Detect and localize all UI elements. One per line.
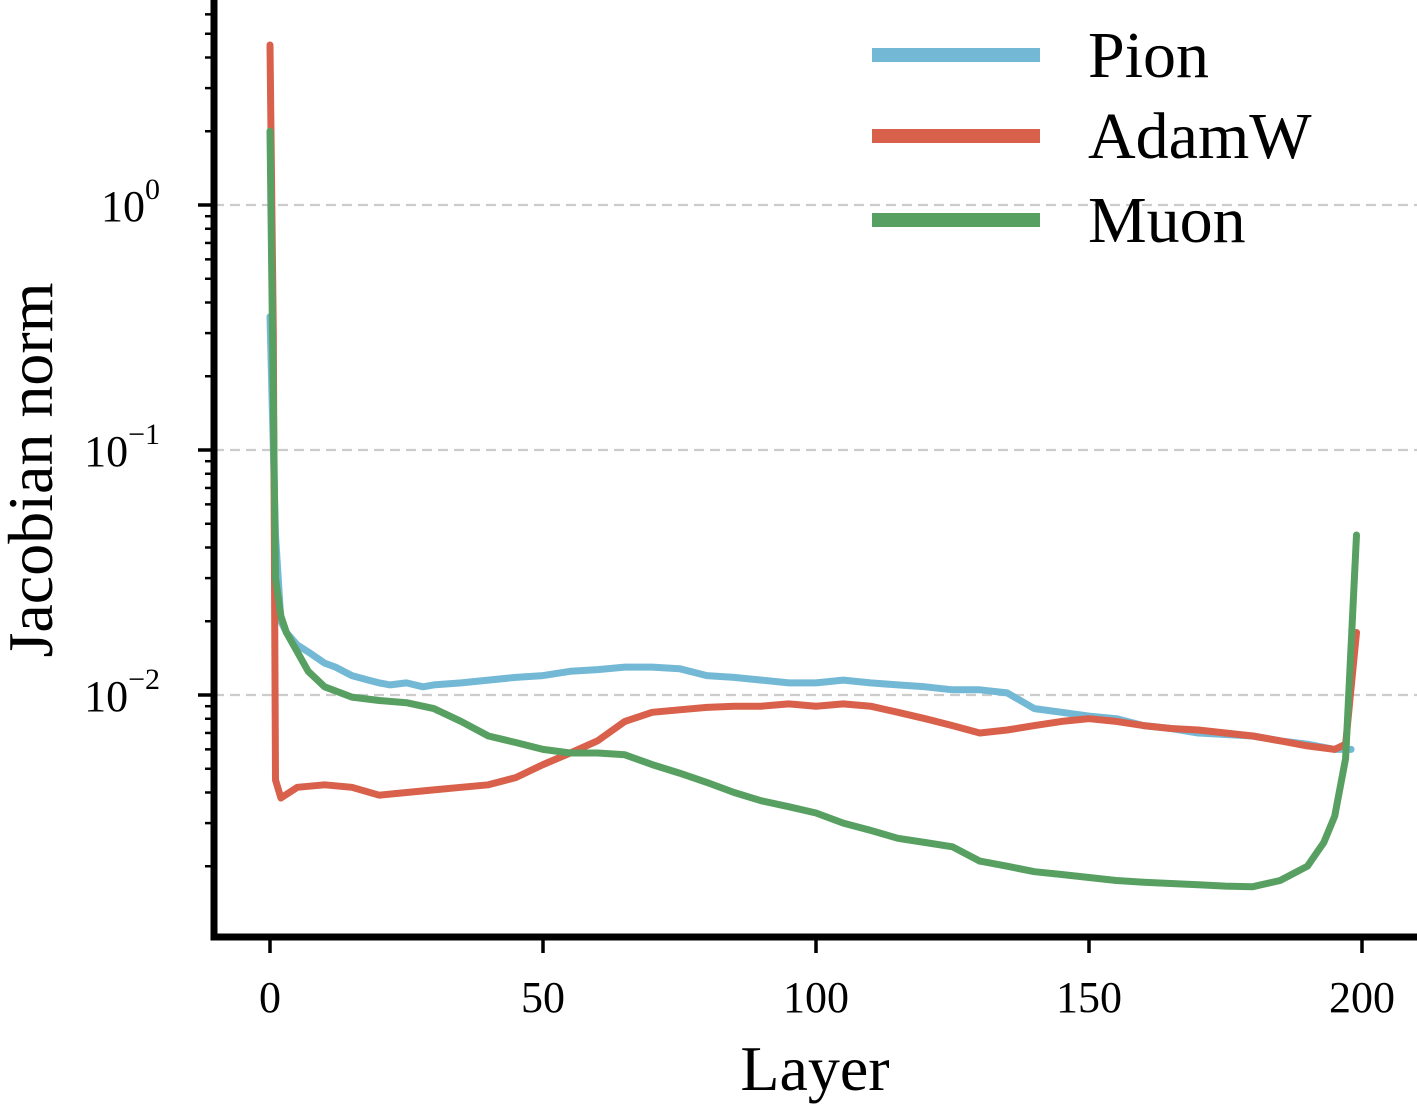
x-tick-label: 50	[521, 973, 565, 1022]
series-line-pion	[266, 313, 1355, 753]
series-lines	[266, 41, 1360, 891]
legend-label-adamw: AdamW	[1088, 100, 1312, 173]
y-axis-label: Jacobian norm	[0, 283, 66, 658]
y-tick-label: 10−1	[84, 418, 160, 476]
x-ticks: 0 50 100 150 200	[259, 937, 1395, 1022]
series-line-adamw	[266, 41, 1360, 802]
y-tick-label: 10−2	[84, 663, 160, 721]
x-axis-label: Layer	[740, 1033, 889, 1104]
x-tick-label: 100	[783, 973, 849, 1022]
axes: 0 50 100 150 200 100 10−1 10−2	[84, 0, 1417, 1022]
series-line-muon	[266, 127, 1360, 891]
legend-label-pion: Pion	[1088, 19, 1209, 92]
x-tick-label: 200	[1329, 973, 1395, 1022]
legend-label-muon: Muon	[1088, 184, 1246, 257]
y-gridlines	[214, 203, 1417, 697]
y-tick-label: 100	[101, 173, 160, 231]
x-tick-label: 150	[1056, 973, 1122, 1022]
y-ticks: 100 10−1 10−2	[84, 13, 214, 868]
legend: Pion AdamW Muon	[872, 19, 1312, 257]
x-tick-label: 0	[259, 973, 281, 1022]
